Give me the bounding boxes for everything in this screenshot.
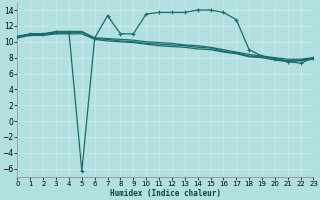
- X-axis label: Humidex (Indice chaleur): Humidex (Indice chaleur): [110, 189, 221, 198]
